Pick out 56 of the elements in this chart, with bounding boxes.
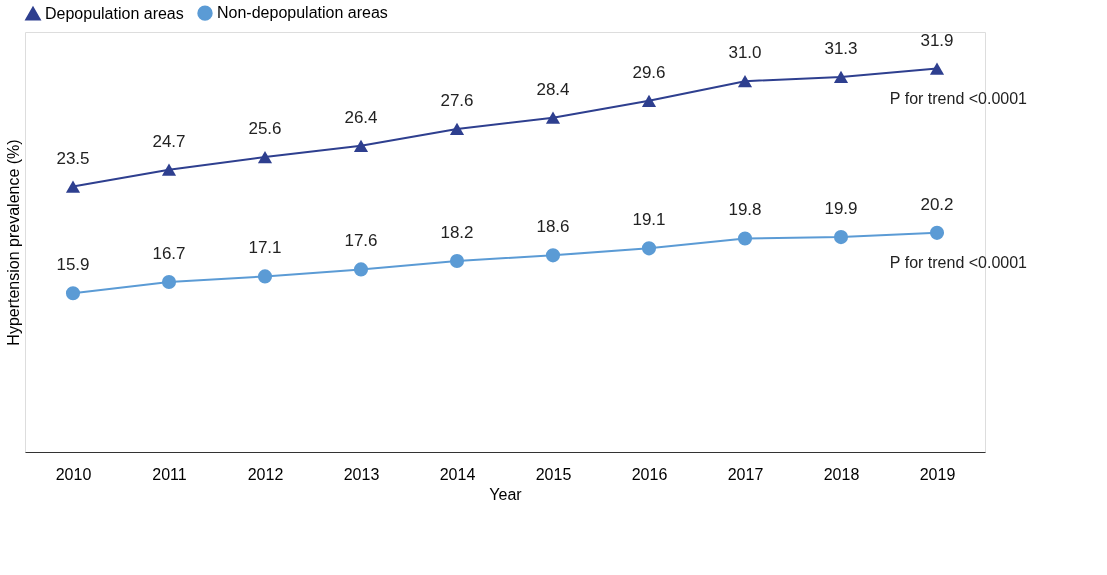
point xyxy=(65,286,81,301)
data-label: 24.7 xyxy=(152,131,186,151)
point xyxy=(449,122,465,136)
point xyxy=(833,70,849,84)
data-label: 17.6 xyxy=(344,231,378,251)
point xyxy=(449,253,465,269)
annotation: P for trend <0.0001 xyxy=(889,89,1028,107)
x-axis-title: Year xyxy=(489,485,523,503)
point xyxy=(257,150,273,164)
x-tick-label: 2019 xyxy=(919,465,956,483)
x-tick-label: 2013 xyxy=(343,465,380,483)
point xyxy=(929,62,945,75)
point xyxy=(545,111,561,124)
data-label: 25.6 xyxy=(248,119,282,139)
legend-label: Depopulation areas xyxy=(45,4,184,22)
x-tick-label: 2017 xyxy=(727,465,764,483)
x-tick-label: 2015 xyxy=(535,465,572,483)
y-axis-title: Hypertension prevalence (%) xyxy=(4,139,22,346)
data-label: 18.2 xyxy=(440,222,474,242)
x-tick-label: 2010 xyxy=(55,465,92,483)
data-label: 28.4 xyxy=(536,79,570,99)
point xyxy=(929,225,945,240)
point xyxy=(353,262,369,277)
data-label: 23.5 xyxy=(56,148,90,168)
data-label: 19.8 xyxy=(728,200,762,220)
x-tick-label: 2014 xyxy=(439,465,476,483)
legend-label: Non-depopulation areas xyxy=(217,4,388,22)
point xyxy=(641,241,657,256)
data-label: 31.9 xyxy=(920,30,954,50)
data-label: 19.1 xyxy=(632,210,666,230)
x-tick-label: 2016 xyxy=(631,465,668,483)
point xyxy=(833,230,849,245)
data-label: 20.2 xyxy=(920,194,954,214)
point xyxy=(545,248,561,263)
point xyxy=(257,269,273,284)
point xyxy=(65,180,81,193)
data-label: 31.0 xyxy=(728,43,762,63)
annotation: P for trend <0.0001 xyxy=(889,253,1028,271)
data-label: 27.6 xyxy=(440,90,474,110)
data-label: 17.1 xyxy=(248,238,282,258)
point xyxy=(641,94,657,107)
data-label: 16.7 xyxy=(152,244,186,264)
point xyxy=(353,139,369,152)
x-tick-label: 2012 xyxy=(247,465,284,483)
data-label: 15.9 xyxy=(56,255,90,275)
point xyxy=(737,75,753,88)
data-label: 31.3 xyxy=(824,38,858,58)
data-label: 29.6 xyxy=(632,62,666,82)
x-tick-label: 2011 xyxy=(152,465,187,483)
data-label: 19.9 xyxy=(824,199,858,219)
point xyxy=(737,231,753,246)
point xyxy=(161,163,177,176)
data-label: 18.6 xyxy=(536,217,570,237)
x-tick-label: 2018 xyxy=(823,465,860,483)
data-label: 26.4 xyxy=(344,107,378,127)
point xyxy=(161,274,177,290)
